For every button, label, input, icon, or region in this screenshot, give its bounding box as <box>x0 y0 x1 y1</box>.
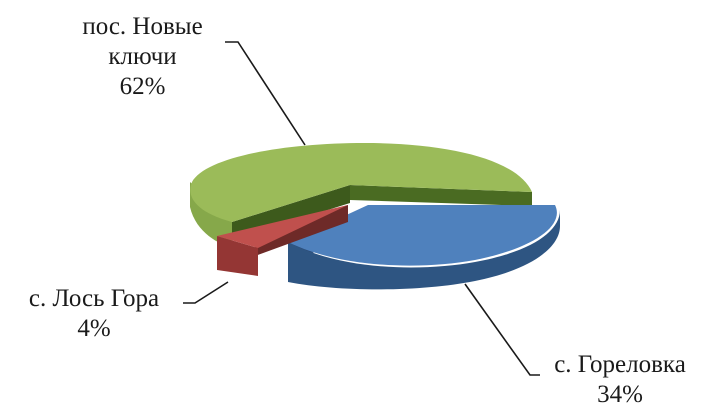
los-gora-side <box>217 236 258 276</box>
leader-lines <box>183 41 540 376</box>
los-gora-inner <box>255 205 348 256</box>
label-los-gora: с. Лось Гора 4% <box>28 285 160 342</box>
label-novye-klyuchi: пос. Новые ключи 62% <box>82 13 203 100</box>
label-gorelovka: с. Гореловка 34% <box>554 351 686 408</box>
leader-novye-klyuchi <box>225 41 306 146</box>
gorelovka-top <box>288 205 557 266</box>
gorelovka-side <box>288 210 560 290</box>
leader-los-gora <box>183 281 229 304</box>
leader-gorelovka <box>464 283 540 376</box>
los-gora-top <box>217 205 348 248</box>
slice-los-gora <box>217 205 348 276</box>
novye-klyuchi-top <box>190 143 533 222</box>
